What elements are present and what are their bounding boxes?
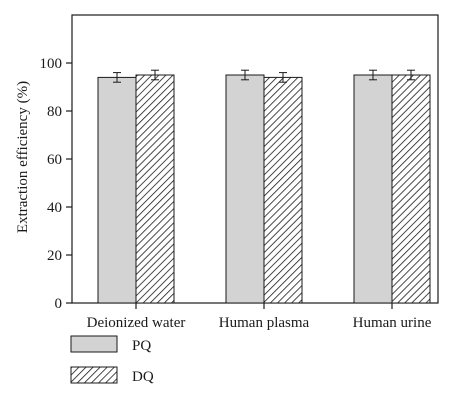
- y-tick-label: 40: [47, 200, 62, 216]
- plot-area: 0 20 40 60 80 100 Deionized water Human plasma H…: [40, 14, 439, 331]
- bar-dq: [263, 76, 303, 304]
- y-tick-label: 100: [40, 56, 63, 72]
- bar-pq: [353, 74, 393, 304]
- bar-pq: [225, 74, 265, 304]
- bar-dq: [391, 74, 431, 304]
- legend-swatch-dq: [70, 366, 118, 384]
- category-label: Human urine: [353, 315, 432, 331]
- y-tick-label: 80: [47, 104, 62, 120]
- legend-label-pq: PQ: [132, 338, 151, 354]
- y-axis-title: Extraction efficiency (%): [15, 81, 31, 233]
- bar-pq: [97, 76, 137, 304]
- y-tick-label: 20: [47, 248, 62, 264]
- y-tick-label: 60: [47, 152, 62, 168]
- legend-swatch-pq: [70, 335, 118, 353]
- category-label: Deionized water: [87, 315, 186, 331]
- y-tick-label: 0: [55, 296, 63, 312]
- legend-label-dq: DQ: [132, 369, 154, 385]
- legend: PQ DQ: [70, 335, 154, 385]
- category-label: Human plasma: [219, 315, 310, 331]
- bar-dq: [135, 74, 175, 304]
